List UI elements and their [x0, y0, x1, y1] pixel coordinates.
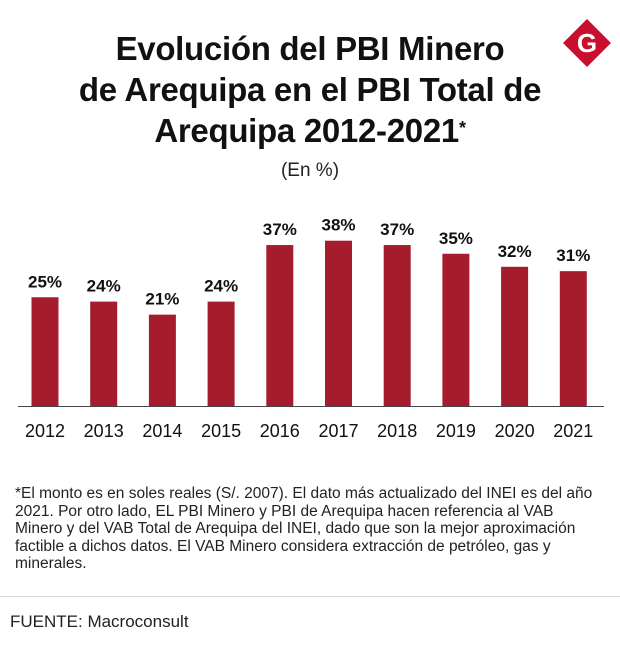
value-label-2018: 37%	[380, 220, 414, 239]
title-asterisk: *	[458, 118, 466, 138]
divider	[0, 596, 620, 597]
x-tick-label-2021: 2021	[553, 421, 593, 441]
value-label-2020: 32%	[498, 242, 532, 261]
value-label-2016: 37%	[263, 220, 297, 239]
value-label-2015: 24%	[204, 277, 238, 296]
value-label-2017: 38%	[321, 216, 355, 235]
value-label-2014: 21%	[145, 290, 179, 309]
x-tick-label-2013: 2013	[84, 421, 124, 441]
value-label-2019: 35%	[439, 229, 473, 248]
value-label-2012: 25%	[28, 272, 62, 291]
x-tick-label-2017: 2017	[318, 421, 358, 441]
x-tick-label-2014: 2014	[142, 421, 182, 441]
bar-2018	[383, 245, 411, 406]
g-diamond-logo-icon: G	[563, 19, 611, 67]
bar-2016	[266, 245, 294, 406]
bar-2013	[90, 301, 118, 406]
x-tick-label-2015: 2015	[201, 421, 241, 441]
bar-2014	[148, 314, 176, 406]
title-line-2: de Arequipa en el PBI Total de	[78, 71, 542, 108]
x-tick-label-2019: 2019	[436, 421, 476, 441]
chart-subtitle: (En %)	[280, 160, 340, 181]
footnote: *El monto es en soles reales (S/. 2007).…	[15, 485, 593, 572]
title-line-3: Arequipa 2012-2021	[154, 112, 459, 149]
bar-2020	[501, 266, 529, 406]
title-line-1: Evolución del PBI Minero	[115, 30, 505, 67]
logo-letter: G	[577, 28, 597, 58]
x-tick-label-2020: 2020	[495, 421, 535, 441]
bar-2012	[31, 297, 59, 406]
chart-title: Evolución del PBI Minero de Arequipa en …	[60, 28, 560, 151]
value-label-2013: 24%	[87, 277, 121, 296]
bar-2017	[325, 240, 352, 406]
x-tick-label-2016: 2016	[260, 421, 300, 441]
source-note: FUENTE: Macroconsult	[10, 612, 189, 631]
bar-chart: 25% 2012 24% 2013 21% 2014 24% 2015 37% 2016 38% 20…	[18, 216, 604, 441]
bar-2021	[559, 271, 587, 406]
bar-2019	[442, 253, 470, 406]
logo-diamond-shape	[563, 19, 611, 67]
value-label-2021: 31%	[556, 246, 590, 265]
x-tick-label-2012: 2012	[25, 421, 65, 441]
x-tick-label-2018: 2018	[377, 421, 417, 441]
bar-2015	[207, 301, 235, 406]
